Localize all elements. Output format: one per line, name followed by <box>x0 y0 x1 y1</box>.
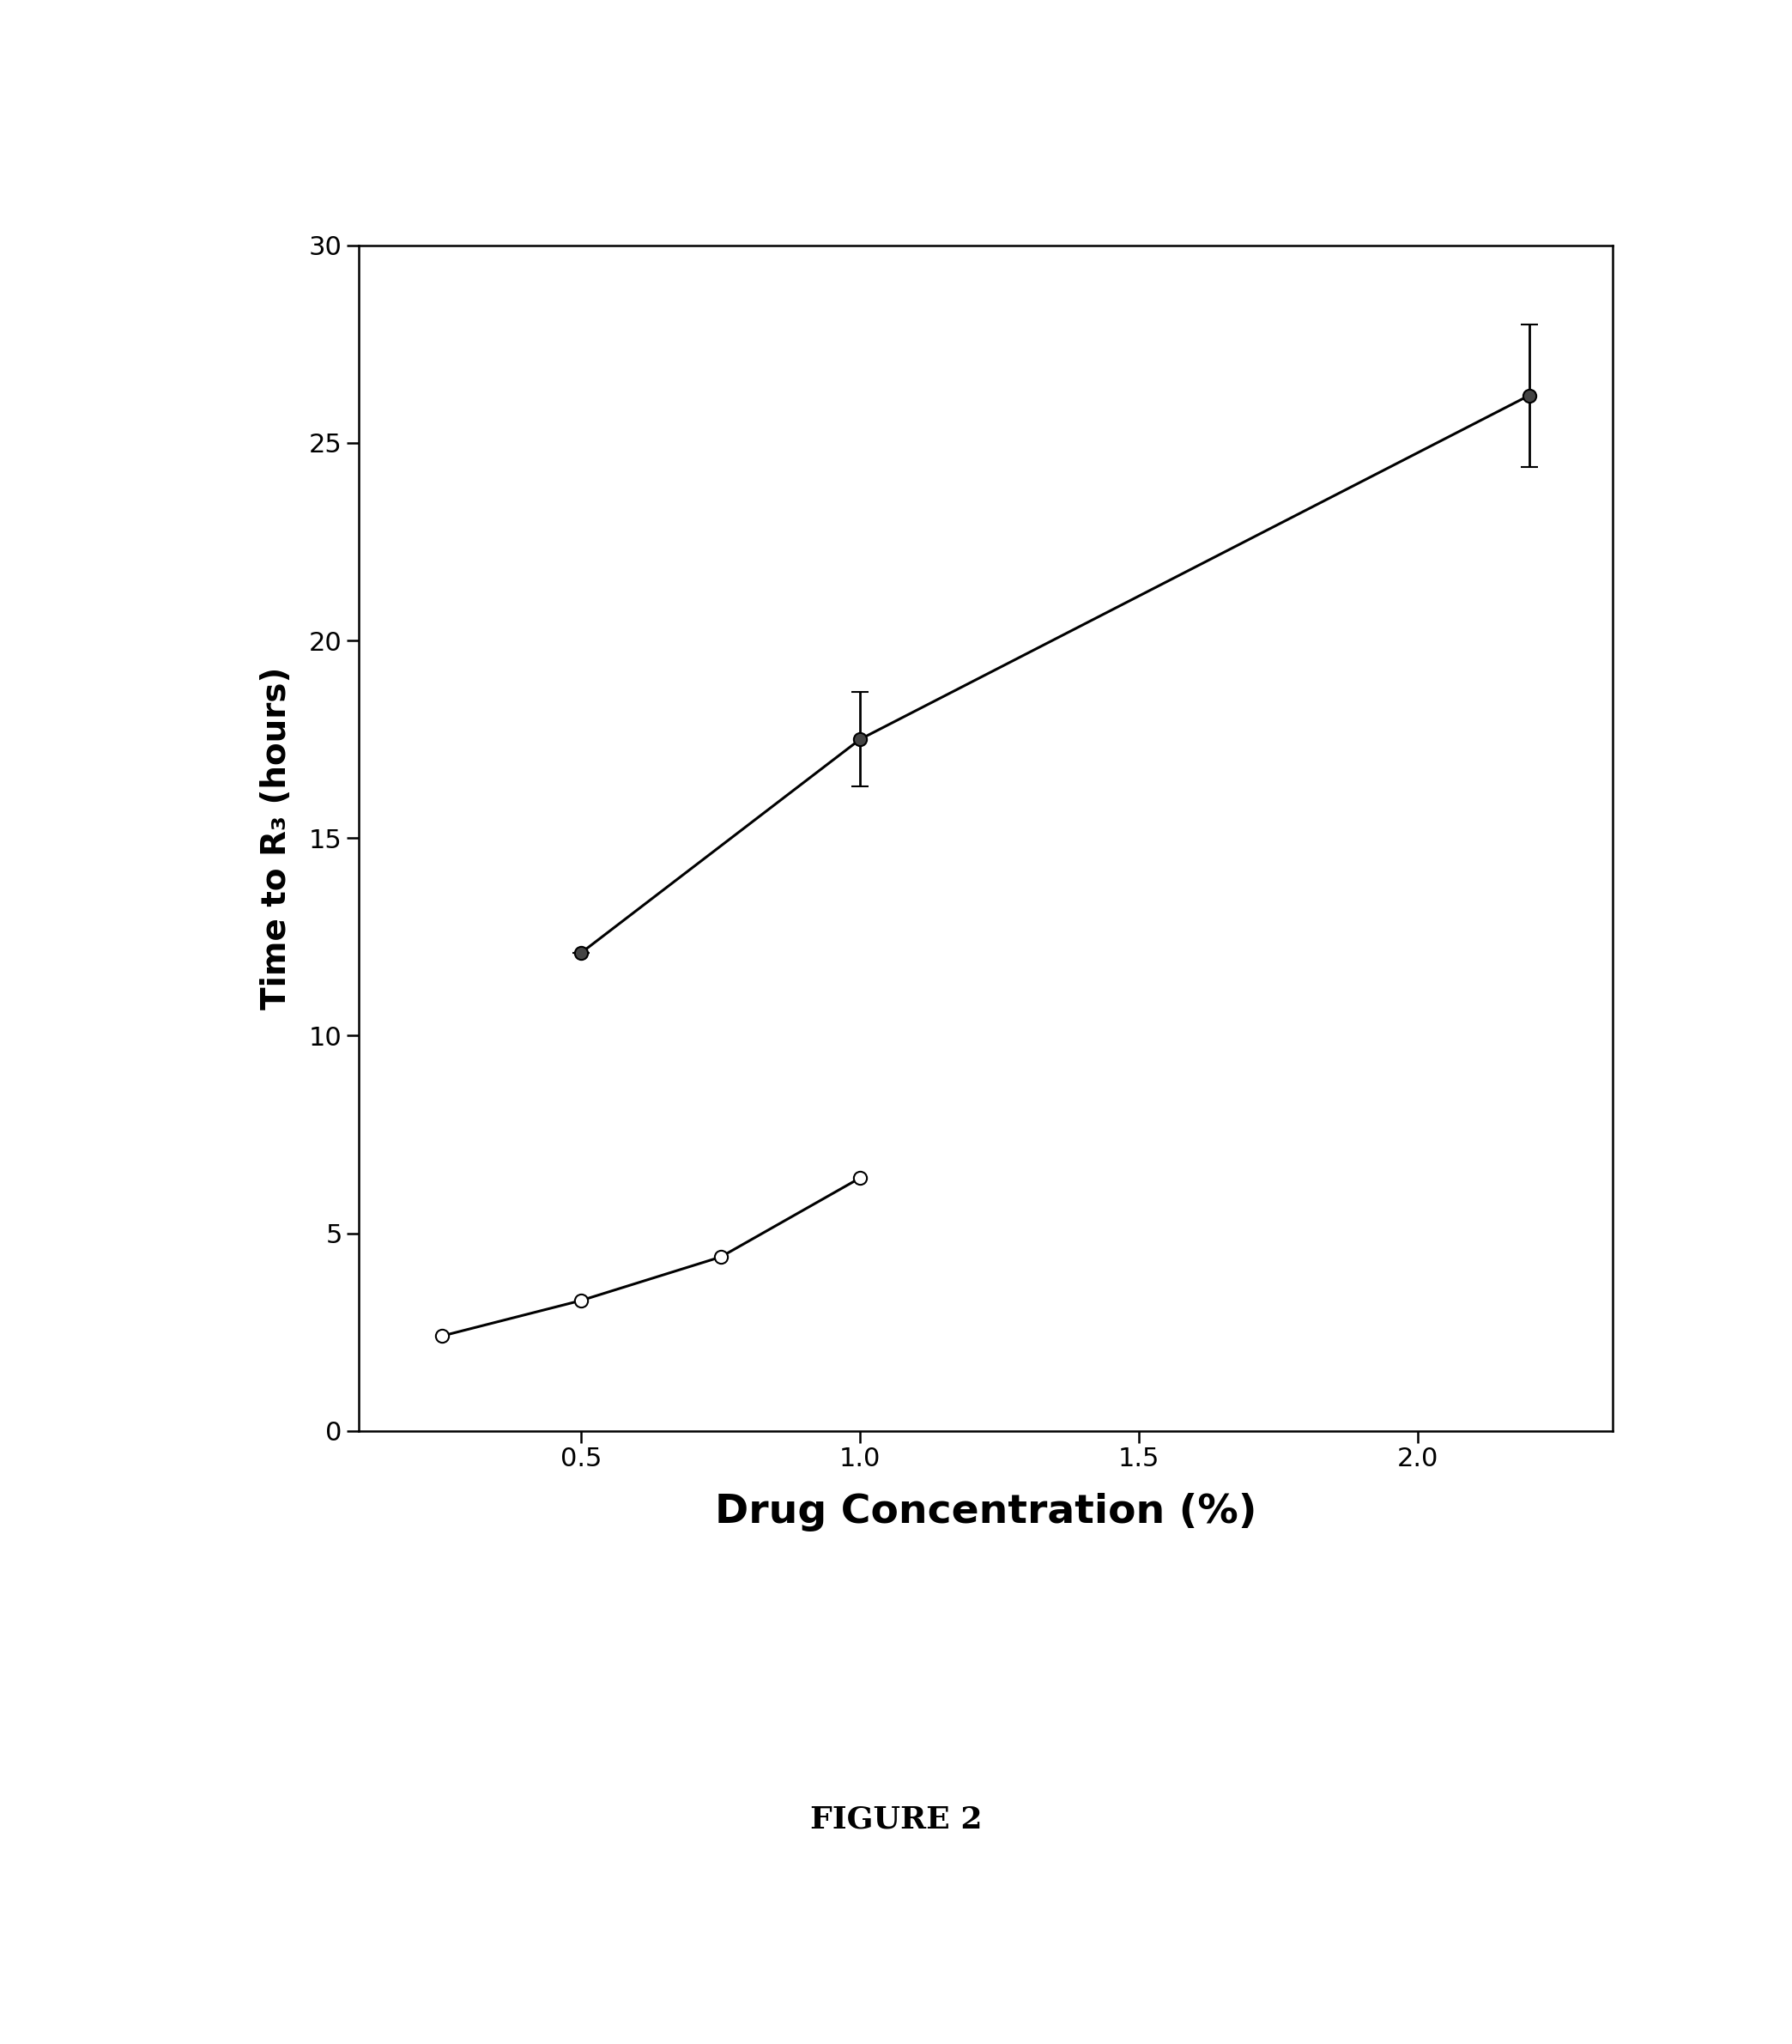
Y-axis label: Time to R₃ (hours): Time to R₃ (hours) <box>260 666 292 1010</box>
Text: FIGURE 2: FIGURE 2 <box>810 1805 982 1833</box>
X-axis label: Drug Concentration (%): Drug Concentration (%) <box>715 1494 1256 1531</box>
